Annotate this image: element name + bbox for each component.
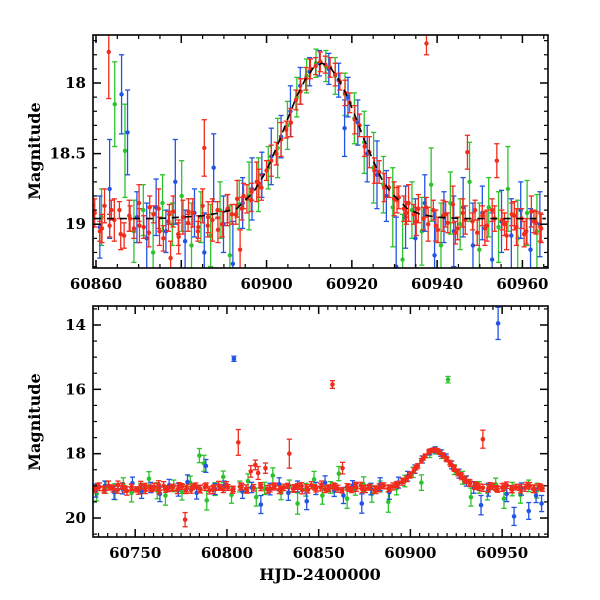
bottom-x-tick-label: 60950 xyxy=(476,544,528,562)
bottom-axes: 60750 60800 60850 60900 60950 14 16 18 20 xyxy=(65,305,549,562)
top-axes: 60860 60880 60900 60920 60940 60960 18 18.5 19 xyxy=(49,34,549,293)
x-axis-title: HJD-2400000 xyxy=(259,565,380,584)
top-y-tick-label: 18.5 xyxy=(49,145,86,163)
bottom-x-tick-label: 60900 xyxy=(384,544,436,562)
top-x-tick-label: 60940 xyxy=(411,275,463,293)
top-y-tick-label: 18 xyxy=(65,74,86,92)
series-green-top xyxy=(93,48,540,268)
bottom-y-tick-label: 14 xyxy=(65,316,86,334)
top-y-axis-title: Magnitude xyxy=(25,102,44,199)
top-x-tick-label: 60960 xyxy=(496,275,548,293)
top-x-tick-label: 60860 xyxy=(70,275,122,293)
top-panel: 60860 60880 60900 60920 60940 60960 18 18.5 19 xyxy=(49,34,549,293)
bottom-x-tick-label: 60850 xyxy=(293,544,345,562)
top-x-tick-label: 60900 xyxy=(240,275,292,293)
bottom-y-tick-label: 18 xyxy=(65,445,86,463)
bottom-panel: 60750 60800 60850 60900 60950 14 16 18 20 xyxy=(65,305,549,562)
bottom-y-axis-title: Magnitude xyxy=(25,373,44,470)
top-plot-area xyxy=(93,35,546,268)
bottom-x-tick-label: 60800 xyxy=(201,544,253,562)
top-x-tick-label: 60880 xyxy=(155,275,207,293)
series-blue-bottom xyxy=(93,306,545,527)
top-x-tick-label: 60920 xyxy=(326,275,378,293)
bottom-plot-area xyxy=(93,306,546,528)
top-y-tick-label: 19 xyxy=(65,215,86,233)
event-model-fit xyxy=(93,62,546,220)
bottom-y-tick-label: 16 xyxy=(65,380,86,398)
bottom-y-tick-label: 20 xyxy=(65,509,86,527)
bottom-x-tick-label: 60750 xyxy=(109,544,161,562)
series-red-bottom xyxy=(93,379,546,528)
